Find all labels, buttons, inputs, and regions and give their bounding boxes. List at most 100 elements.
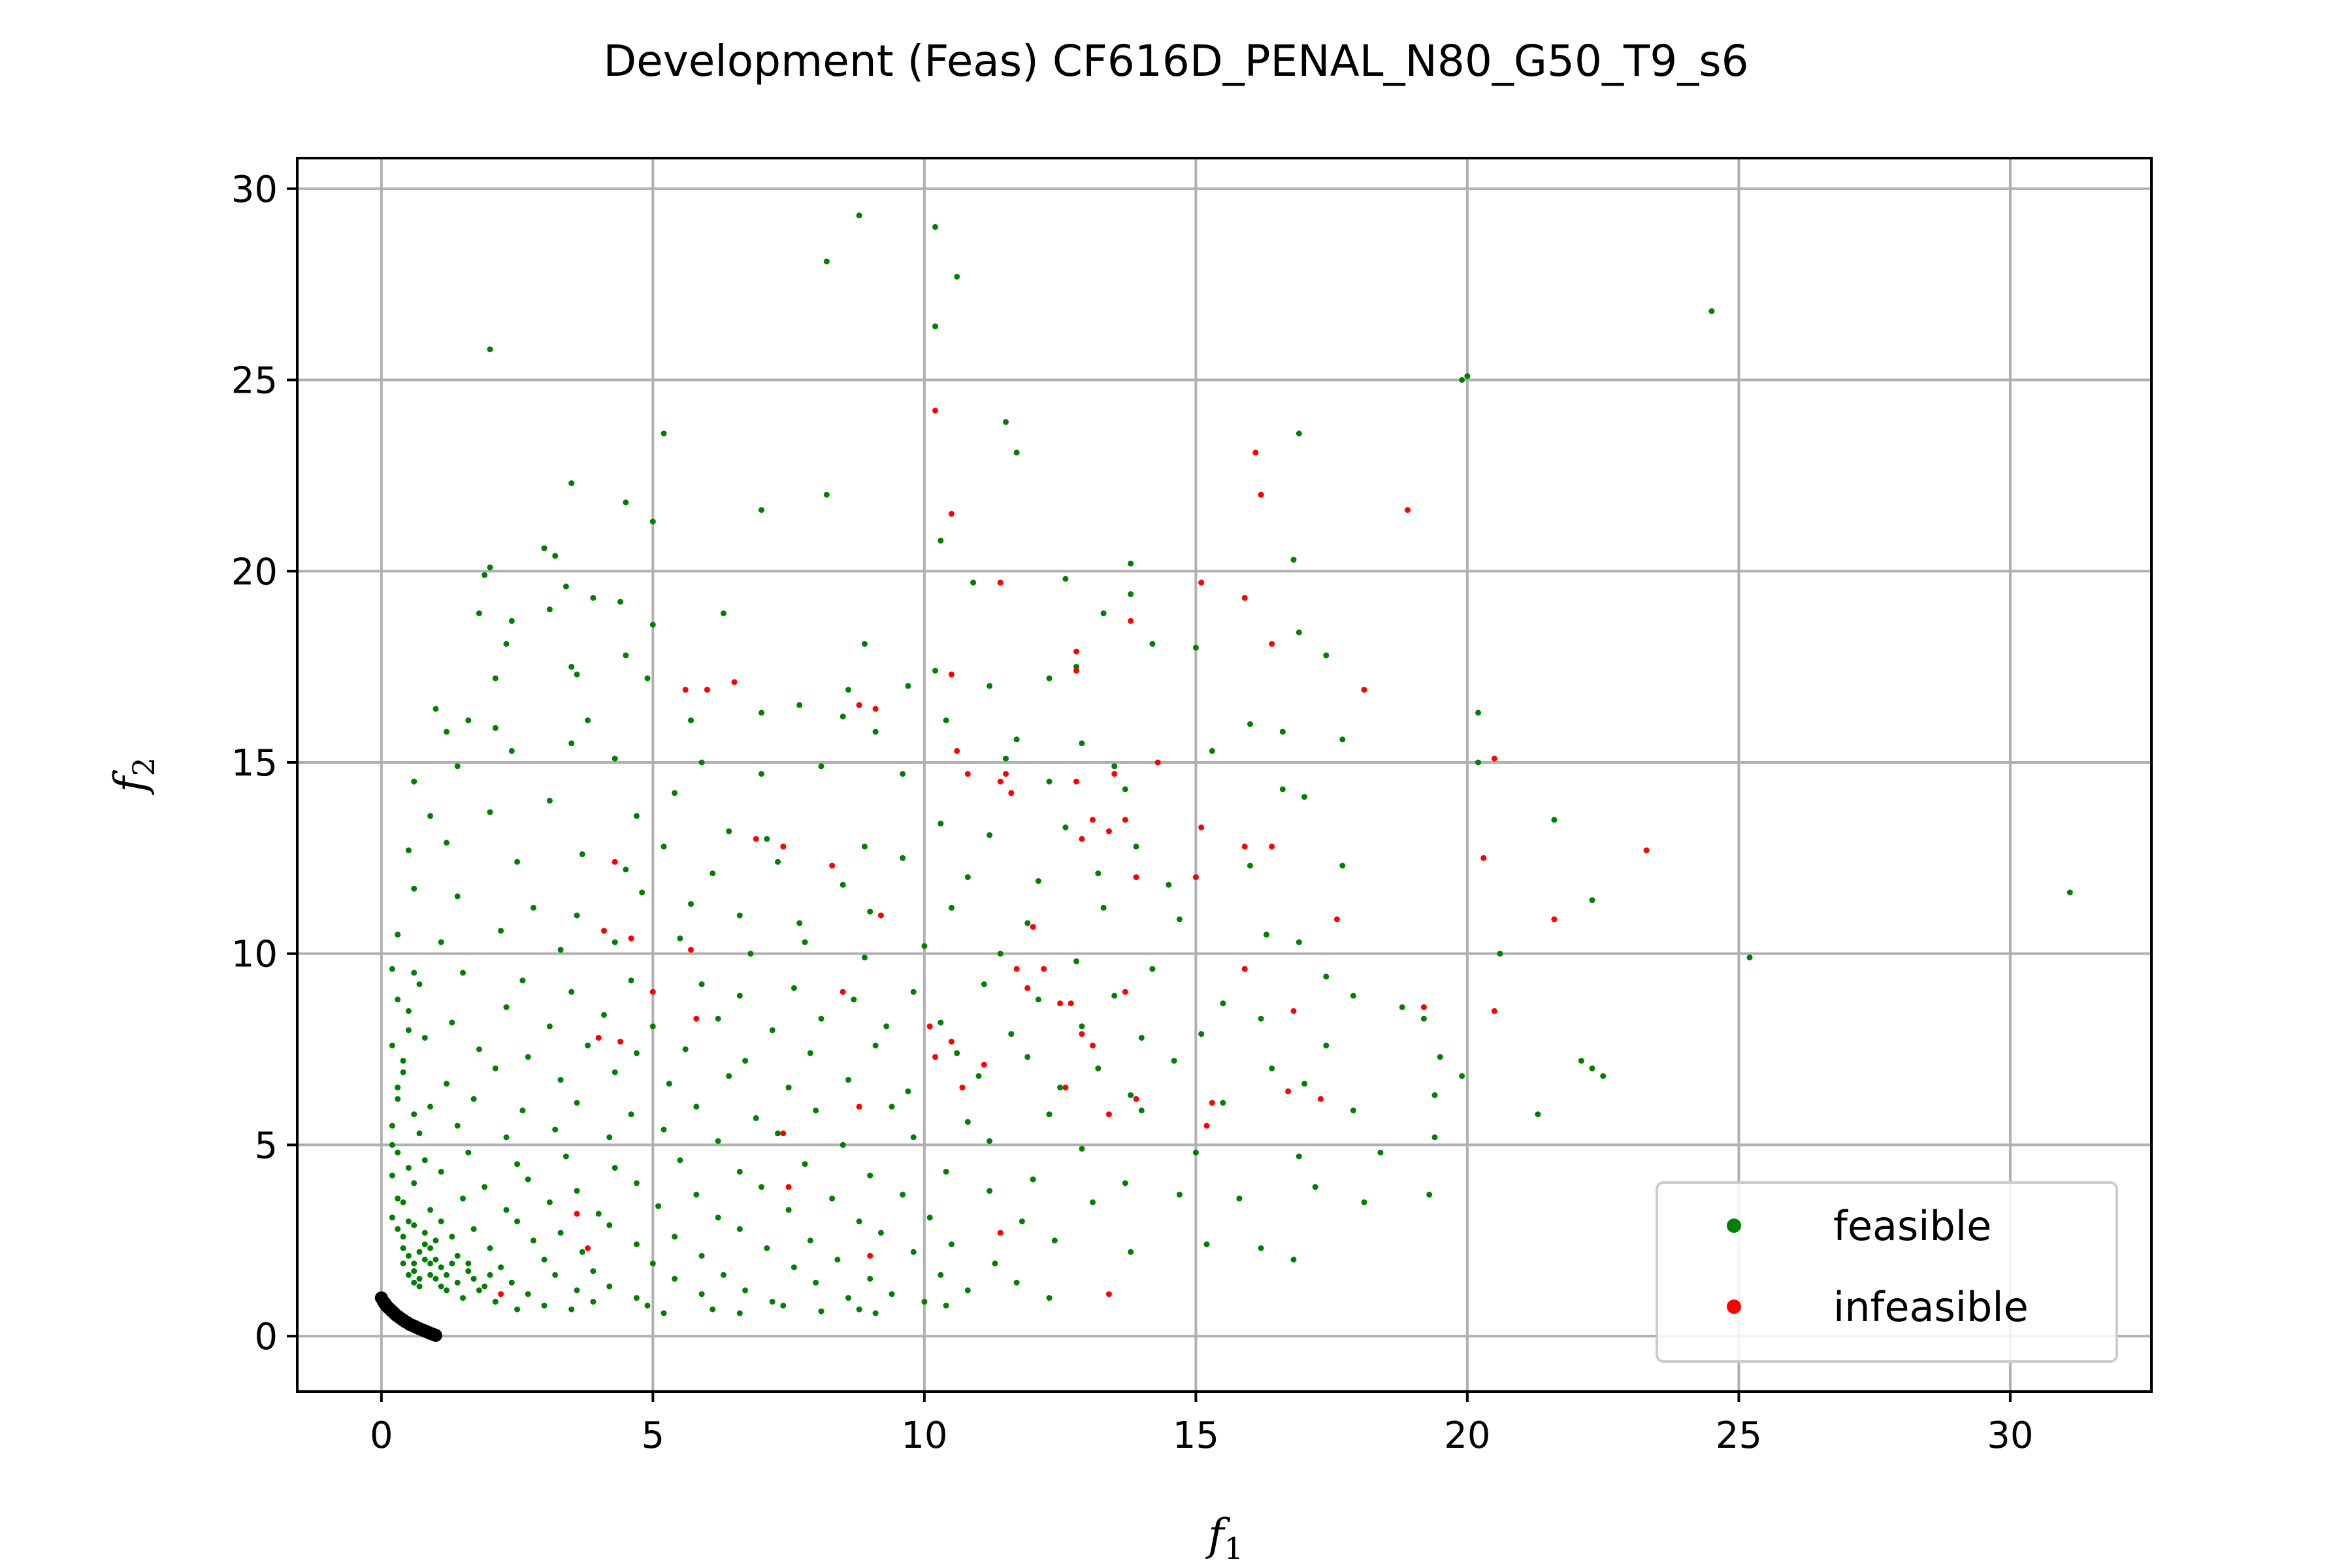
- infeasible-point: [954, 747, 960, 754]
- feasible-point: [1003, 755, 1009, 762]
- feasible-point: [1035, 996, 1041, 1003]
- feasible-point: [1079, 1023, 1085, 1030]
- feasible-point: [444, 1271, 449, 1278]
- grid-lines: [297, 158, 2151, 1392]
- feasible-point: [454, 1252, 461, 1259]
- x-tick-label: 25: [1716, 1414, 1762, 1457]
- feasible-point: [574, 1188, 580, 1194]
- feasible-point: [1258, 1245, 1264, 1251]
- feasible-point: [612, 1069, 618, 1075]
- infeasible-point: [628, 935, 634, 941]
- feasible-point: [444, 840, 449, 846]
- y-tick-label: 10: [231, 934, 278, 976]
- feasible-point: [460, 1295, 466, 1301]
- feasible-point: [845, 687, 851, 693]
- feasible-point: [889, 1291, 895, 1298]
- x-tick-label: 5: [642, 1414, 665, 1457]
- infeasible-point: [1003, 771, 1009, 777]
- feasible-point: [649, 518, 656, 525]
- feasible-point: [449, 1260, 455, 1267]
- feasible-point: [465, 1149, 472, 1156]
- feasible-point: [395, 1149, 401, 1156]
- feasible-point: [438, 939, 444, 945]
- feasible-point: [433, 706, 439, 712]
- feasible-point: [590, 595, 596, 601]
- infeasible-point: [1209, 1100, 1215, 1106]
- infeasible-point: [1252, 449, 1259, 456]
- feasible-point: [905, 1088, 911, 1094]
- infeasible-point: [1420, 1004, 1427, 1011]
- feasible-point: [1013, 736, 1020, 743]
- y-tick-label: 15: [231, 742, 278, 785]
- front-point: [380, 1299, 394, 1313]
- feasible-point: [867, 908, 874, 915]
- feasible-point: [433, 1237, 439, 1244]
- infeasible-point: [1643, 847, 1650, 854]
- feasible-point: [1030, 1176, 1036, 1183]
- feasible-point: [736, 1226, 743, 1232]
- feasible-point: [606, 1134, 613, 1141]
- feasible-point: [1013, 1279, 1020, 1286]
- legend-box: [1656, 1181, 2118, 1363]
- feasible-point: [775, 858, 781, 865]
- feasible-point: [427, 1245, 434, 1251]
- feasible-point: [612, 1165, 618, 1171]
- feasible-point: [780, 1302, 787, 1309]
- feasible-point: [465, 717, 472, 724]
- feasible-point: [987, 1188, 993, 1194]
- feasible-point: [557, 947, 564, 953]
- feasible-point: [568, 1306, 575, 1313]
- x-tick-label: 10: [901, 1414, 947, 1457]
- feasible-point: [736, 1168, 743, 1175]
- feasible-point: [411, 1222, 417, 1228]
- infeasible-point: [585, 1245, 591, 1251]
- infeasible-point: [856, 702, 862, 708]
- infeasible-point: [829, 862, 836, 869]
- feasible-point: [482, 1184, 488, 1190]
- feasible-point: [981, 981, 987, 987]
- feasible-point: [736, 992, 743, 999]
- feasible-point: [753, 1115, 759, 1121]
- feasible-point: [482, 572, 488, 578]
- feasible-point: [932, 223, 938, 230]
- feasible-point: [438, 1264, 444, 1271]
- legend-marker-feasible: [1727, 1218, 1741, 1233]
- feasible-point: [546, 606, 553, 613]
- feasible-point: [813, 1279, 819, 1286]
- infeasible-point: [997, 580, 1004, 586]
- feasible-point: [1589, 1065, 1595, 1071]
- feasible-point: [688, 717, 694, 724]
- feasible-point: [421, 1230, 428, 1236]
- feasible-point: [579, 1249, 585, 1255]
- feasible-point: [541, 1256, 547, 1263]
- feasible-point: [943, 1168, 949, 1175]
- feasible-point: [1209, 747, 1215, 754]
- feasible-point: [715, 1015, 721, 1022]
- infeasible-point: [932, 407, 938, 414]
- feasible-point: [1090, 1199, 1096, 1205]
- feasible-point: [1073, 958, 1079, 964]
- feasible-point: [736, 912, 743, 919]
- feasible-point: [433, 1256, 439, 1263]
- feasible-point: [470, 1096, 477, 1102]
- infeasible-point: [1333, 916, 1340, 923]
- feasible-point: [454, 1279, 461, 1286]
- x-tick-label: 15: [1173, 1414, 1219, 1457]
- front-point: [413, 1322, 427, 1335]
- feasible-point: [926, 1215, 933, 1221]
- feasible-point: [845, 1295, 851, 1301]
- y-ticks: 0 5 10 15 20 25 30: [231, 169, 297, 1358]
- feasible-point: [861, 641, 868, 647]
- feasible-point: [987, 1138, 993, 1144]
- feasible-point: [856, 1306, 862, 1313]
- feasible-point: [829, 1195, 836, 1201]
- feasible-point: [1008, 1031, 1015, 1037]
- y-tick-label: 5: [254, 1124, 278, 1167]
- feasible-point: [1301, 1081, 1308, 1087]
- feasible-point: [1100, 904, 1107, 911]
- feasible-point: [1138, 1035, 1145, 1041]
- feasible-point: [688, 901, 694, 907]
- infeasible-point: [1079, 836, 1085, 842]
- infeasible-point: [872, 706, 879, 712]
- y-tick-label: 20: [231, 551, 278, 593]
